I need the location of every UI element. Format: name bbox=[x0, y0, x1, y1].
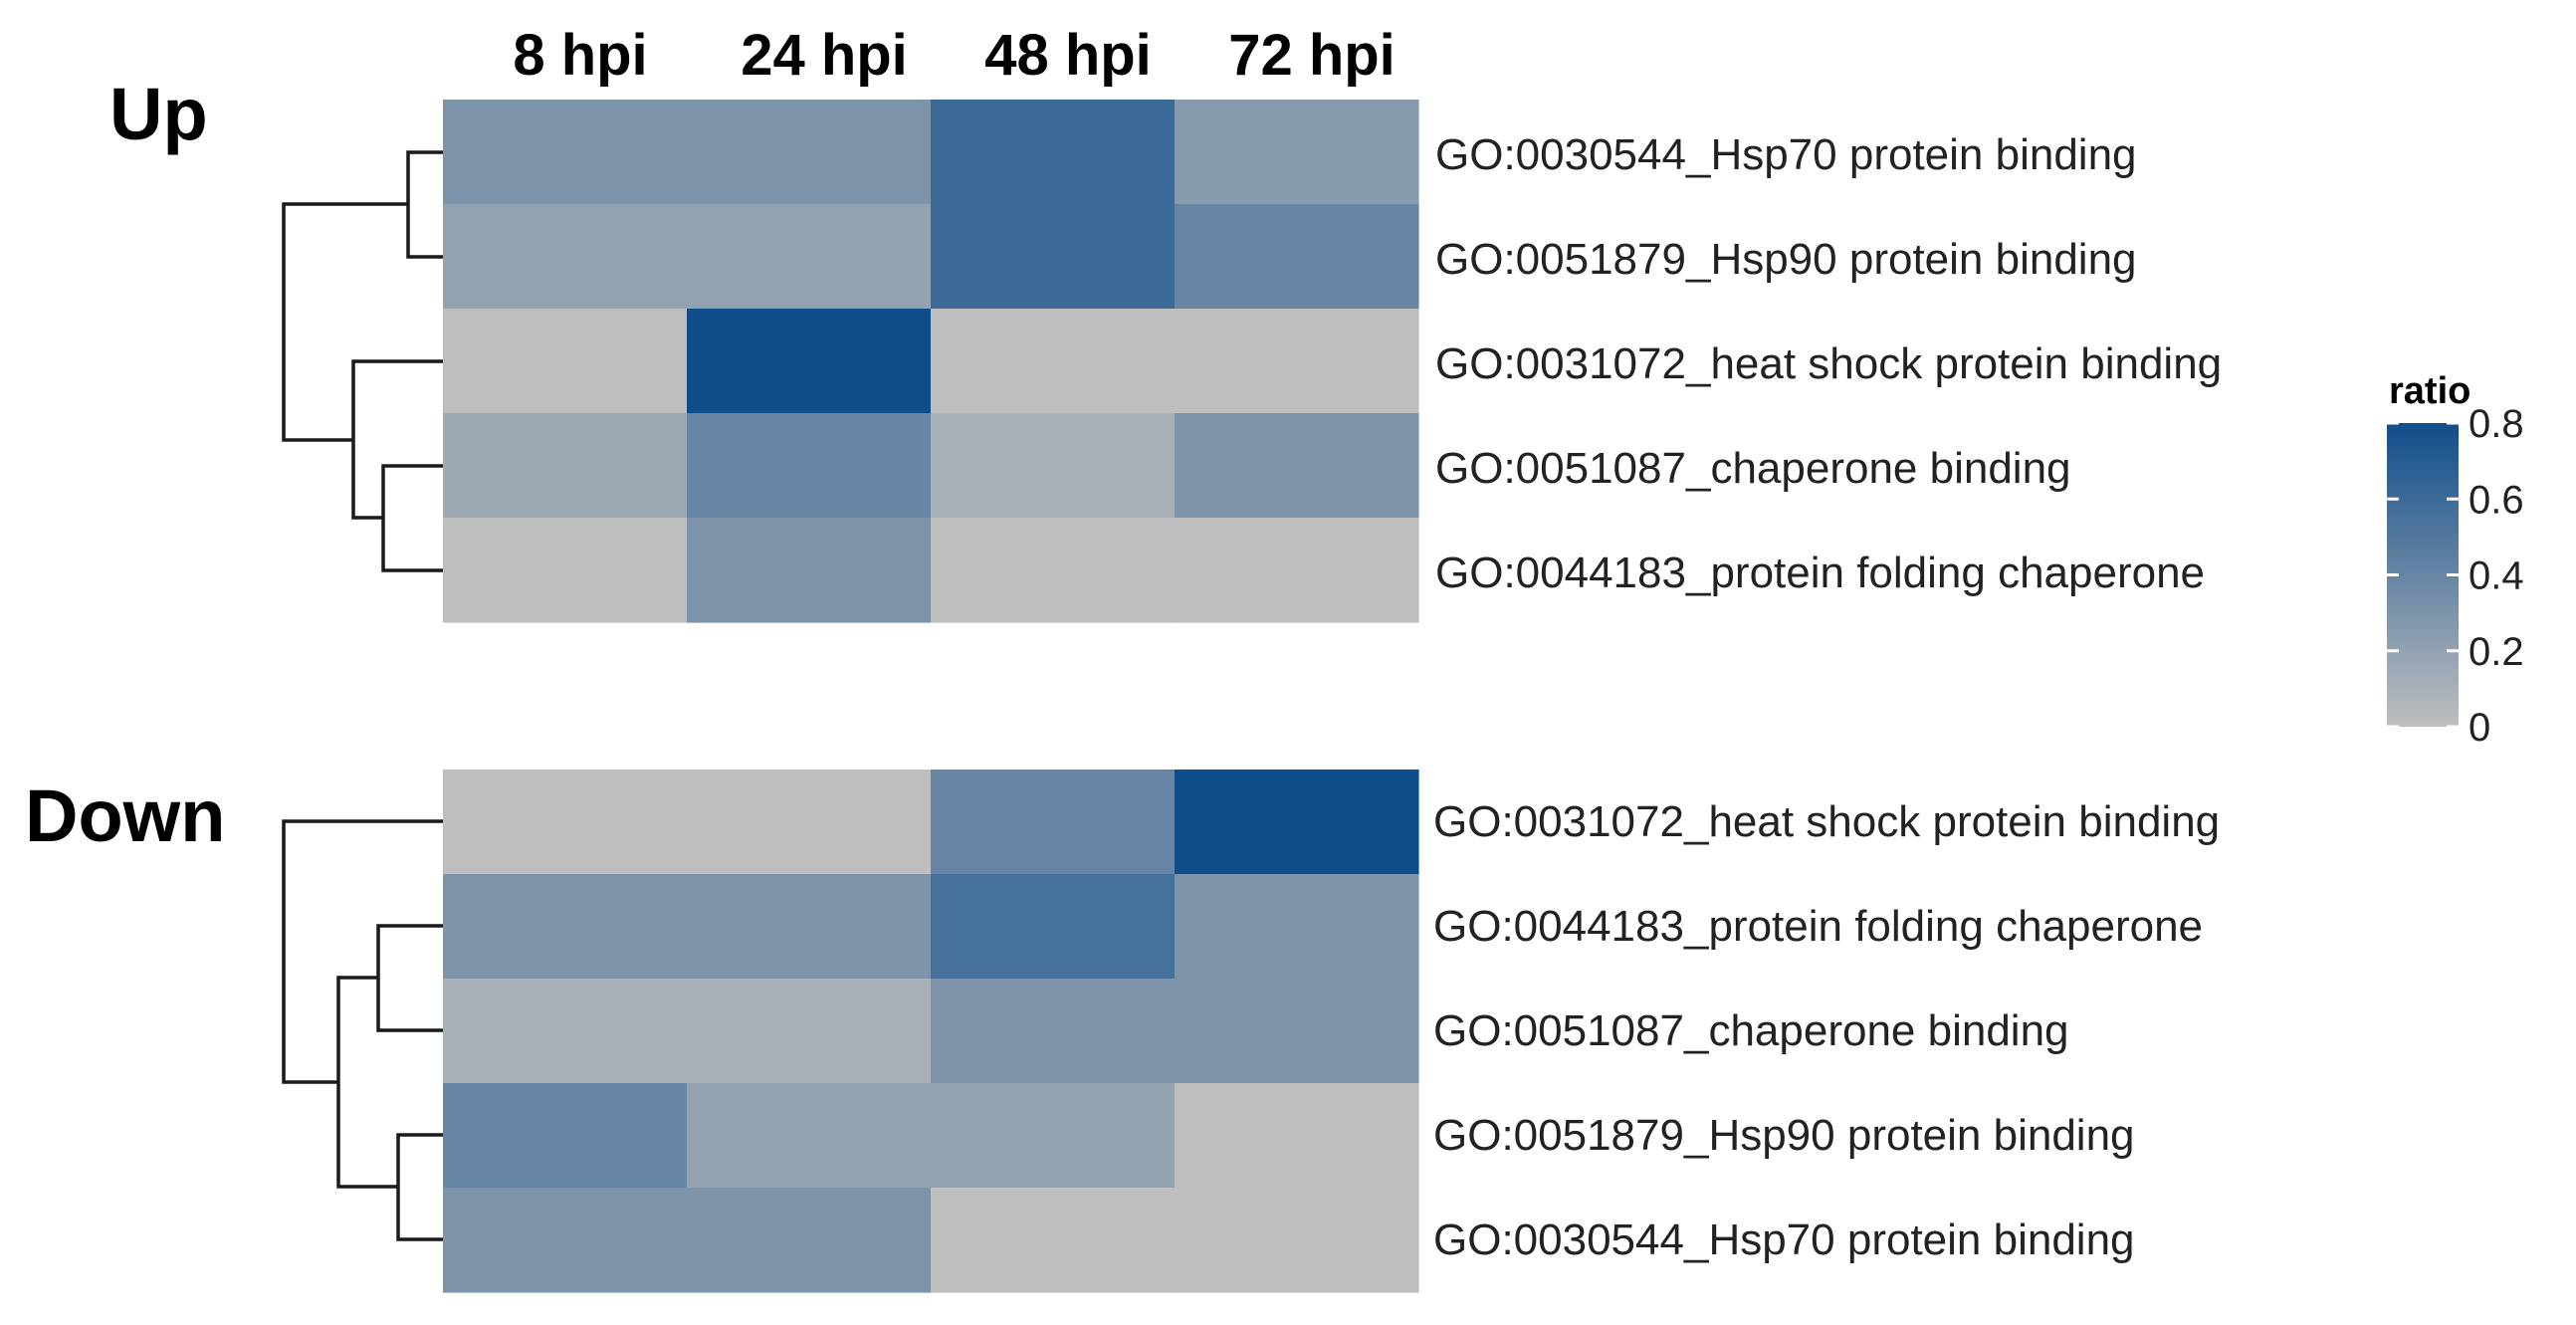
heatmap-cells-up bbox=[443, 100, 1419, 623]
dendro-branch bbox=[282, 202, 408, 442]
column-label: 24 hpi bbox=[741, 23, 908, 88]
column-label: 72 hpi bbox=[1228, 23, 1395, 88]
row-labels-down: GO:0031072_heat shock protein binding GO… bbox=[1433, 797, 2220, 1264]
heatmap-cell bbox=[1175, 979, 1419, 1084]
heatmap-cell bbox=[931, 1083, 1176, 1189]
legend-ticks: 0 0.2 0.4 0.6 0.8 bbox=[2387, 402, 2524, 750]
heatmap-cell bbox=[687, 874, 932, 980]
dendrogram-down bbox=[282, 819, 443, 1241]
heatmap-cell bbox=[687, 309, 932, 414]
heatmap-cell bbox=[687, 100, 932, 205]
legend-tick-label: 0.8 bbox=[2469, 402, 2524, 446]
panel-up: Up GO:0030544_Hsp70 protein binding GO:0… bbox=[109, 73, 2222, 623]
heatmap-cell bbox=[1175, 204, 1419, 310]
row-label: GO:0031072_heat shock protein binding bbox=[1435, 339, 2222, 388]
row-label: GO:0044183_protein folding chaperone bbox=[1435, 549, 2205, 597]
heatmap-cell bbox=[443, 309, 688, 414]
row-label: GO:0051087_chaperone binding bbox=[1433, 1006, 2069, 1055]
heatmap-cell bbox=[931, 770, 1176, 875]
row-label: GO:0030544_Hsp70 protein binding bbox=[1433, 1215, 2135, 1264]
dendrogram-up bbox=[282, 150, 443, 572]
dendro-branch bbox=[406, 150, 443, 259]
column-labels: 8 hpi 24 hpi 48 hpi 72 hpi bbox=[513, 23, 1395, 88]
heatmap-cell bbox=[1175, 100, 1419, 205]
heatmap-cell bbox=[931, 204, 1176, 310]
heatmap-cell bbox=[687, 1083, 932, 1189]
heatmap-cell bbox=[1175, 1188, 1419, 1293]
heatmap-cell bbox=[687, 770, 932, 875]
heatmap-cell bbox=[687, 413, 932, 519]
legend-title: ratio bbox=[2389, 370, 2470, 412]
row-label: GO:0051879_Hsp90 protein binding bbox=[1435, 235, 2137, 284]
heatmap-cell bbox=[931, 413, 1176, 519]
panel-label-up: Up bbox=[109, 73, 208, 155]
heatmap-cell bbox=[687, 979, 932, 1084]
dendro-branch bbox=[396, 1133, 443, 1241]
row-label: GO:0051879_Hsp90 protein binding bbox=[1433, 1111, 2135, 1160]
heatmap-cell bbox=[443, 413, 688, 519]
heatmap-cell bbox=[687, 1188, 932, 1293]
heatmap-cell bbox=[931, 979, 1176, 1084]
row-label: GO:0044183_protein folding chaperone bbox=[1433, 902, 2203, 951]
heatmap-cell bbox=[931, 874, 1176, 980]
dendro-branch bbox=[351, 359, 443, 520]
heatmap-cell bbox=[931, 1188, 1176, 1293]
heatmap-cell bbox=[1175, 518, 1419, 623]
heatmap-cell bbox=[1175, 309, 1419, 414]
heatmap-cell bbox=[443, 100, 688, 205]
row-label: GO:0030544_Hsp70 protein binding bbox=[1435, 130, 2137, 179]
heatmap-cell bbox=[443, 1188, 688, 1293]
heatmap-cell bbox=[1175, 770, 1419, 875]
heatmap-cell bbox=[1175, 1083, 1419, 1189]
heatmap-cells-down bbox=[443, 770, 1419, 1293]
heatmap-cell bbox=[1175, 413, 1419, 519]
heatmap-cell bbox=[931, 100, 1176, 205]
legend: ratio 0 0.2 0.4 0.6 0.8 bbox=[2387, 370, 2524, 750]
heatmap-cell bbox=[1175, 874, 1419, 980]
panel-label-down: Down bbox=[25, 774, 225, 857]
column-label: 48 hpi bbox=[984, 23, 1152, 88]
dendro-branch bbox=[282, 819, 443, 1084]
row-label: GO:0051087_chaperone binding bbox=[1435, 444, 2071, 493]
heatmap-cell bbox=[687, 204, 932, 310]
heatmap-cell bbox=[443, 770, 688, 875]
row-label: GO:0031072_heat shock protein binding bbox=[1433, 797, 2220, 846]
heatmap-cell bbox=[443, 874, 688, 980]
row-labels-up: GO:0030544_Hsp70 protein binding GO:0051… bbox=[1435, 130, 2222, 597]
legend-tick-label: 0.2 bbox=[2469, 630, 2524, 674]
legend-tick-label: 0 bbox=[2469, 706, 2490, 750]
dendro-branch bbox=[376, 924, 443, 1032]
heatmap-cell bbox=[931, 518, 1176, 623]
dendro-branch bbox=[336, 976, 398, 1189]
heatmap-cell bbox=[443, 204, 688, 310]
panel-down: Down GO:0031072_heat shock protein bindi… bbox=[25, 770, 2220, 1293]
heatmap-cell bbox=[443, 1083, 688, 1189]
legend-tick-label: 0.4 bbox=[2469, 554, 2524, 598]
heatmap-cell bbox=[931, 309, 1176, 414]
heatmap-cell bbox=[443, 518, 688, 623]
legend-tick-label: 0.6 bbox=[2469, 478, 2524, 522]
column-label: 8 hpi bbox=[513, 23, 647, 88]
heatmap-cell bbox=[443, 979, 688, 1084]
dendro-branch bbox=[381, 464, 443, 572]
heatmap-cell bbox=[687, 518, 932, 623]
